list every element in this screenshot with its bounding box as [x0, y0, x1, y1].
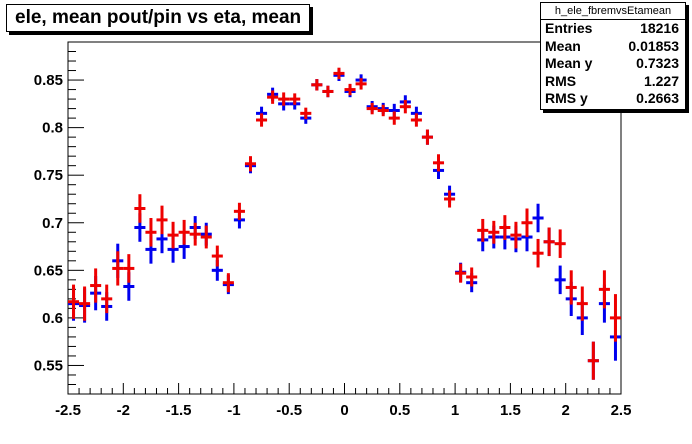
red-data-point [455, 263, 467, 283]
x-tick-label: -2.5 [55, 402, 81, 419]
red-data-point [532, 238, 544, 268]
red-data-point [543, 227, 555, 257]
red-data-point [189, 222, 201, 246]
x-tick-label: -1 [227, 402, 240, 419]
red-data-point [123, 254, 135, 283]
red-data-point [68, 284, 80, 319]
blue-data-point [532, 203, 544, 233]
red-data-point [554, 229, 566, 258]
stats-box: h_ele_fbremvsEtamean Entries 18216 Mean 0.… [540, 2, 686, 110]
stats-row-rms: RMS 1.227 [541, 73, 685, 91]
red-data-point [134, 194, 146, 223]
red-data-point [333, 67, 345, 80]
red-data-point [79, 286, 91, 321]
stats-label: RMS [545, 72, 577, 89]
stats-value: 0.7323 [636, 55, 679, 71]
red-data-point [101, 284, 113, 314]
x-tick-label: -0.5 [276, 402, 302, 419]
red-data-point [145, 218, 157, 247]
red-data-point [521, 208, 533, 238]
red-data-point [499, 215, 511, 240]
y-tick-label: 0.8 [42, 120, 63, 137]
series-red-markers [68, 67, 621, 380]
red-data-point [410, 113, 422, 127]
stats-label: Mean y [545, 55, 593, 71]
red-data-point [90, 268, 102, 303]
y-tick-label: 0.65 [34, 262, 63, 279]
red-data-point [222, 273, 234, 293]
red-data-point [300, 107, 312, 120]
red-data-point [233, 202, 245, 220]
red-data-point [388, 111, 400, 125]
red-data-point [322, 85, 334, 98]
red-data-point [211, 245, 223, 267]
stats-row-mean-y: Mean y 0.7323 [541, 55, 685, 73]
chart-axes: -2.5 -2 -1.5 -1 -0.5 0 0.5 1 1.5 2 2.5 0.55 0.6 0.65 0… [34, 41, 632, 419]
red-data-point [311, 79, 323, 91]
y-tick-label: 0.55 [34, 357, 63, 374]
stats-value: 0.2663 [636, 90, 679, 106]
y-tick-label: 0.7 [42, 215, 63, 232]
red-data-point [200, 225, 212, 249]
stats-label: Entries [545, 20, 593, 36]
red-data-point [432, 154, 445, 172]
red-data-point [477, 218, 489, 242]
x-tick-label: -1.5 [166, 402, 192, 419]
x-tick-label: -2 [117, 402, 130, 419]
red-data-point [488, 220, 500, 244]
x-tick-label: 1.5 [500, 402, 521, 419]
red-data-point [444, 190, 456, 208]
red-data-point [466, 267, 478, 287]
red-data-point [156, 205, 168, 235]
red-data-point [278, 92, 290, 106]
x-tick-label: 2 [562, 402, 570, 419]
stats-row-rms-y: RMS y 0.2663 [541, 90, 685, 108]
x-tick-label: 2.5 [611, 402, 632, 419]
red-data-point [112, 251, 124, 286]
red-data-point [244, 156, 257, 172]
x-tick-label: 1 [451, 402, 459, 419]
stats-label: RMS y [545, 90, 588, 106]
red-data-point [377, 104, 389, 117]
stats-row-entries: Entries 18216 [541, 20, 685, 38]
stats-label: Mean [545, 37, 581, 54]
stats-value: 18216 [640, 20, 679, 36]
y-tick-label: 0.75 [34, 167, 63, 184]
red-data-point [609, 294, 621, 342]
red-data-point [587, 341, 599, 380]
stats-value: 1.227 [643, 72, 679, 89]
red-data-point [576, 286, 588, 321]
x-tick-label: 0 [340, 402, 348, 419]
y-tick-label: 0.85 [34, 72, 63, 89]
x-tick-label: 0.5 [389, 402, 410, 419]
red-data-point [289, 93, 301, 105]
y-tick-label: 0.6 [42, 310, 63, 327]
red-data-point [510, 221, 522, 249]
red-data-point [366, 102, 378, 115]
stats-row-mean: Mean 0.01853 [541, 38, 685, 56]
red-data-point [421, 129, 433, 145]
red-data-point [256, 113, 268, 127]
blue-data-point [554, 265, 566, 295]
red-data-point [267, 90, 279, 104]
red-data-point [565, 270, 577, 305]
red-data-point [399, 100, 411, 114]
red-data-point [355, 78, 367, 90]
red-data-point [598, 270, 610, 309]
chart-title: ele, mean pout/pin vs eta, mean [6, 4, 311, 32]
stats-value: 0.01853 [628, 37, 679, 54]
red-data-point [178, 219, 190, 245]
red-data-point [344, 83, 356, 96]
red-data-point [167, 221, 179, 249]
stats-histogram-name: h_ele_fbremvsEtamean [541, 3, 685, 20]
